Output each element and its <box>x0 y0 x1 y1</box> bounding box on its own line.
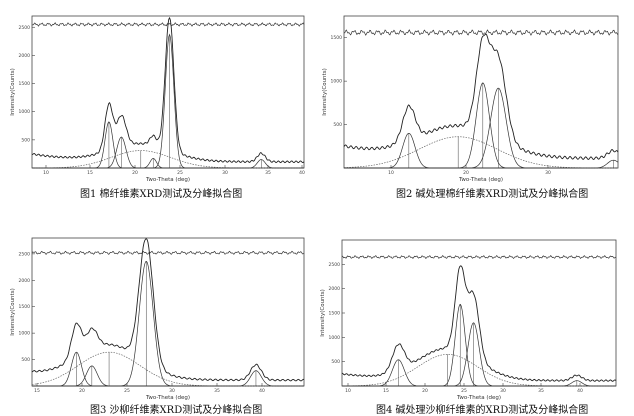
fit-peak <box>344 82 618 169</box>
y-tick-label: 2000 <box>19 53 31 59</box>
y-tick-label: 1500 <box>19 81 31 87</box>
x-tick-label: 40 <box>299 170 305 176</box>
plot-frame <box>31 237 305 387</box>
x-tick-label: 40 <box>259 388 265 394</box>
plot-frame <box>341 239 617 387</box>
y-tick-label: 500 <box>21 137 30 143</box>
fit-peak <box>342 359 616 387</box>
fit-peak <box>342 380 616 387</box>
y-tick-label: 2000 <box>329 286 341 292</box>
x-tick-label: 10 <box>43 170 49 176</box>
y-axis-label: Intensity(Counts) <box>320 289 326 336</box>
y-tick-label: 1500 <box>331 35 343 41</box>
fit-peak <box>32 150 304 169</box>
x-axis-label: Two-Theta (deg) <box>456 395 501 401</box>
fit-peak <box>31 351 304 387</box>
xrd-plot-4: 500 1000 1500 2000 2500 10 15 20 25 30 35 40 Two-The… <box>320 239 617 401</box>
x-tick-label: 20 <box>422 388 428 394</box>
xrd-panel-3: 500 1000 1500 2000 2500 15 20 25 30 35 40 Two-Theta… <box>2 230 308 416</box>
fit-peak <box>32 136 304 169</box>
y-tick-label: 500 <box>21 357 30 363</box>
fit-peak <box>32 121 304 169</box>
xrd-panel-2: 500 1000 1500 10 20 30 Two-Theta (deg) Intensit… <box>318 2 632 207</box>
residual-line <box>341 255 617 260</box>
fit-peak <box>344 159 619 169</box>
fit-peak <box>344 87 618 169</box>
y-tick-label: 2500 <box>19 25 31 31</box>
y-axis-label: Intensity(Counts) <box>322 68 328 115</box>
x-tick-label: 20 <box>132 170 138 176</box>
y-tick-label: 2000 <box>19 278 31 284</box>
measured-pattern <box>343 33 619 161</box>
fit-peak <box>343 136 618 169</box>
x-tick-label: 40 <box>577 388 583 394</box>
xrd-panel-4: 500 1000 1500 2000 2500 10 15 20 25 30 35 40 Two-The… <box>318 230 632 416</box>
measured-pattern <box>31 238 305 382</box>
x-tick-label: 30 <box>222 170 228 176</box>
y-axis-label: Intensity(Counts) <box>10 288 16 335</box>
x-tick-label: 35 <box>265 170 271 176</box>
x-tick-label: 30 <box>169 388 175 394</box>
y-tick-label: 2500 <box>329 262 341 268</box>
caption-3: 图3 沙柳纤维素XRD测试及分峰拟合图 <box>90 405 263 416</box>
x-tick-label: 15 <box>383 388 389 394</box>
y-tick-label: 1000 <box>19 109 31 115</box>
xrd-plot-3: 500 1000 1500 2000 2500 15 20 25 30 35 40 Two-Theta… <box>10 237 305 401</box>
residual-line <box>343 29 619 36</box>
residual-line <box>31 250 305 255</box>
caption-2: 图2 碱处理棉纤维素XRD测试及分峰拟合图 <box>396 189 589 200</box>
fit-peak <box>342 322 616 387</box>
x-tick-label: 25 <box>461 388 467 394</box>
fit-peak <box>341 354 616 387</box>
plot-frame <box>343 15 619 169</box>
x-tick-label: 25 <box>177 170 183 176</box>
fit-peak <box>32 370 304 387</box>
x-tick-label: 35 <box>214 388 220 394</box>
x-tick-label: 30 <box>500 388 506 394</box>
y-tick-label: 1500 <box>19 304 31 310</box>
y-tick-label: 500 <box>331 359 340 365</box>
y-tick-label: 1500 <box>329 311 341 317</box>
x-axis-label: Two-Theta (deg) <box>145 395 190 401</box>
xrd-plot-2: 500 1000 1500 10 20 30 Two-Theta (deg) Intensit… <box>322 15 619 183</box>
y-tick-label: 1000 <box>19 331 31 337</box>
measured-pattern <box>341 265 617 382</box>
x-tick-label: 30 <box>545 170 551 176</box>
y-tick-label: 1000 <box>331 79 343 85</box>
y-tick-label: 500 <box>333 122 342 128</box>
x-tick-label: 15 <box>34 388 40 394</box>
fit-peak <box>32 260 304 387</box>
y-axis-label: Intensity(Counts) <box>10 68 16 115</box>
xrd-plot-1: 500 1000 1500 2000 2500 10 15 20 25 30 35 40 Two-The… <box>10 15 305 183</box>
x-axis-label: Two-Theta (deg) <box>458 177 503 183</box>
y-tick-label: 2500 <box>19 251 31 257</box>
fit-peak <box>32 159 304 169</box>
measured-pattern <box>31 16 305 164</box>
fit-peak <box>32 33 304 169</box>
plot-frame <box>31 15 305 169</box>
x-tick-label: 10 <box>345 388 351 394</box>
x-tick-label: 15 <box>87 170 93 176</box>
x-tick-label: 20 <box>463 170 469 176</box>
xrd-panel-1: 500 1000 1500 2000 2500 10 15 20 25 30 35 40 Two-The… <box>2 2 308 207</box>
caption-4: 图4 碱处理沙柳纤维素的XRD测试及分峰拟合图 <box>376 405 589 416</box>
x-tick-label: 10 <box>388 170 394 176</box>
x-tick-label: 35 <box>538 388 544 394</box>
x-tick-label: 25 <box>124 388 130 394</box>
y-tick-label: 1000 <box>329 335 341 341</box>
x-axis-label: Two-Theta (deg) <box>145 177 190 183</box>
caption-1: 图1 棉纤维素XRD测试及分峰拟合图 <box>80 189 243 200</box>
x-tick-label: 20 <box>79 388 85 394</box>
